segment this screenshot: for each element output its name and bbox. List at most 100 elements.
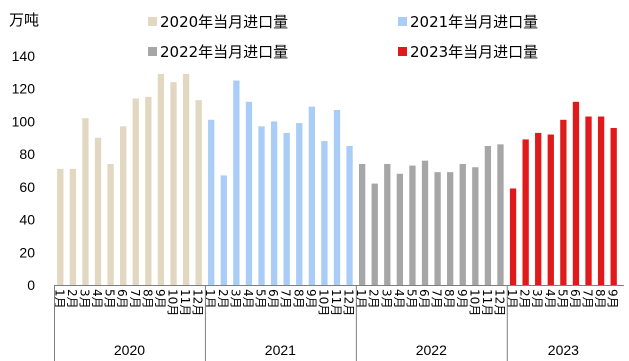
bar-2022-5: [409, 165, 416, 285]
bar-2022-9: [459, 163, 466, 285]
bar-2021-5: [258, 126, 265, 285]
y-tick-label: 40: [19, 212, 35, 228]
bar-2021-6: [270, 121, 278, 286]
bar-2023-1: [509, 188, 517, 285]
bar-2022-7: [434, 172, 441, 285]
x-tick-label-2022-6: 6月: [417, 289, 431, 309]
x-tick-label-2023-4: 4月: [543, 289, 557, 309]
x-tick-label-2021-10: 10月: [316, 289, 330, 316]
bar-2020-10: [170, 82, 177, 285]
bar-2020-12: [195, 100, 202, 285]
bar-2020-3: [82, 118, 89, 285]
bar-2021-11: [333, 109, 341, 285]
bar-2020-1: [57, 168, 64, 285]
legend-label-2023: 2023年当月进口量: [410, 43, 539, 61]
legend-item-2020: 2020年当月进口量: [148, 11, 288, 32]
bar-2020-4: [94, 137, 102, 285]
x-tick-label-2022-2: 2月: [367, 289, 381, 309]
x-tick-label-2020-9: 9月: [153, 289, 167, 309]
x-tick-label-2023-7: 7月: [581, 289, 595, 309]
x-tick-label-2020-1: 1月: [52, 289, 66, 309]
x-tick-label-2020-2: 2月: [65, 289, 79, 309]
bar-2020-9: [157, 73, 165, 286]
legend-label-2021: 2021年当月进口量: [410, 13, 539, 31]
legend: 2020年当月进口量 2021年当月进口量 2022年当月进口量 2023年当月…: [0, 0, 629, 70]
bar-2021-10: [321, 141, 328, 285]
y-tick-label: 20: [19, 244, 35, 260]
x-tick-label-2020-12: 12月: [191, 289, 205, 316]
bar-2021-9: [308, 106, 315, 286]
bar-2023-3: [535, 132, 542, 285]
x-tick-label-2022-3: 3月: [379, 289, 393, 309]
bar-2020-6: [120, 126, 127, 285]
legend-swatch-2021: [398, 17, 407, 26]
x-tick-label-2022-9: 9月: [455, 289, 469, 309]
x-tick-label-2023-6: 6月: [568, 289, 582, 309]
y-tick-label: 80: [19, 146, 35, 162]
x-tick-label-2021-6: 6月: [266, 289, 280, 309]
year-label-2020: 2020: [114, 342, 145, 358]
year-label-2021: 2021: [265, 342, 296, 358]
legend-item-2021: 2021年当月进口量: [398, 11, 538, 32]
x-tick-label-2022-8: 8月: [442, 289, 456, 309]
x-tick-label-2020-11: 11月: [178, 289, 192, 316]
bar-2020-2: [69, 168, 77, 285]
bar-2021-8: [296, 123, 303, 285]
x-tick-label-2020-6: 6月: [115, 289, 129, 309]
legend-label-2022: 2022年当月进口量: [160, 43, 289, 61]
x-tick-label-2022-7: 7月: [430, 289, 444, 309]
bar-2022-12: [497, 144, 504, 285]
bar-2021-12: [346, 145, 353, 285]
x-tick-label-2021-11: 11月: [329, 289, 343, 316]
bar-2020-8: [145, 96, 152, 285]
x-tick-label-2021-4: 4月: [241, 289, 255, 309]
x-tick-label-2022-1: 1月: [354, 289, 368, 309]
bar-2022-8: [447, 172, 454, 285]
bar-2022-2: [371, 183, 378, 285]
bar-2020-11: [182, 73, 190, 286]
x-tick-label-2020-8: 8月: [140, 289, 154, 309]
x-tick-label-2020-5: 5月: [103, 289, 117, 309]
x-tick-label-2023-5: 5月: [555, 289, 569, 309]
x-tick-label-2020-7: 7月: [128, 289, 142, 309]
bar-2023-7: [585, 116, 592, 286]
bar-2022-11: [484, 145, 492, 285]
bar-2023-2: [522, 139, 529, 285]
x-tick-label-2020-10: 10月: [165, 289, 179, 316]
year-label-2022: 2022: [416, 342, 447, 358]
x-tick-label-2023-8: 8月: [593, 289, 607, 309]
x-tick-label-2021-12: 12月: [342, 289, 356, 316]
y-tick-label: 100: [12, 113, 36, 129]
legend-label-2020: 2020年当月进口量: [160, 13, 289, 31]
legend-swatch-2022: [148, 47, 157, 56]
legend-item-2023: 2023年当月进口量: [398, 41, 538, 62]
legend-item-2022: 2022年当月进口量: [148, 41, 288, 62]
bar-2023-6: [572, 101, 580, 285]
x-tick-label-2021-1: 1月: [203, 289, 217, 309]
bar-2020-5: [107, 163, 114, 285]
bar-2021-7: [283, 132, 290, 285]
x-tick-label-2021-2: 2月: [216, 289, 230, 309]
bar-2022-1: [358, 163, 366, 285]
x-tick-label-2021-5: 5月: [254, 289, 268, 309]
x-tick-label-2022-5: 5月: [404, 289, 418, 309]
x-tick-label-2022-4: 4月: [392, 289, 406, 309]
bar-2023-4: [547, 134, 554, 285]
x-tick-label-2021-3: 3月: [228, 289, 242, 309]
year-label-2023: 2023: [548, 342, 579, 358]
y-tick-label: 0: [27, 277, 35, 293]
bar-2022-10: [472, 167, 479, 285]
x-tick-label-2021-9: 9月: [304, 289, 318, 309]
y-tick-label: 60: [19, 179, 35, 195]
x-tick-label-2022-10: 10月: [467, 289, 481, 316]
x-tick-label-2022-11: 11月: [480, 289, 494, 316]
y-tick-label: 120: [12, 81, 36, 97]
x-tick-label-2021-7: 7月: [279, 289, 293, 309]
bar-2021-4: [245, 101, 253, 285]
x-tick-label-2022-12: 12月: [492, 289, 506, 316]
x-tick-label-2023-1: 1月: [505, 289, 519, 309]
bar-2021-2: [220, 175, 227, 285]
bar-2023-5: [560, 119, 567, 285]
legend-swatch-2023: [398, 47, 407, 56]
